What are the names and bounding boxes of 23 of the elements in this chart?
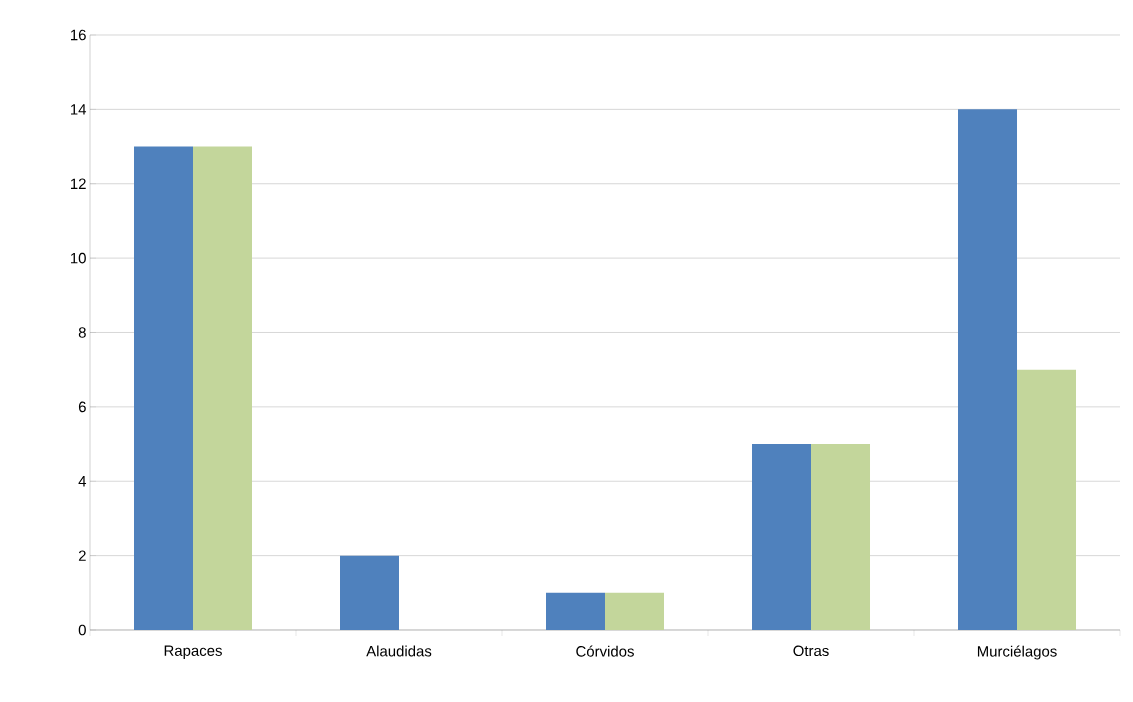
bar [605,592,664,630]
x-tick-label: Otras [793,645,829,657]
y-tick-label: 6 [78,401,86,413]
x-tick-label: Murciélagos [977,645,1057,660]
y-tick-label: 0 [78,624,86,636]
x-tick-label: Córvidos [576,645,634,657]
y-tick-label: 10 [71,252,86,264]
y-tick-label: 8 [78,327,86,338]
bar [134,146,193,630]
bar [958,109,1018,630]
y-tick-label: 14 [71,104,87,115]
bar [752,444,812,630]
bar [193,146,252,630]
x-tick-label: Alaudidas [366,645,432,657]
y-tick-label: 12 [71,178,86,189]
x-tick-label: Rapaces [164,645,222,659]
y-tick-label: 4 [78,476,87,487]
y-tick-label: 2 [78,550,86,561]
y-tick-label: 16 [71,29,86,41]
bar [1017,369,1077,630]
bar [811,444,871,630]
bar [546,592,605,630]
bar [340,555,399,630]
